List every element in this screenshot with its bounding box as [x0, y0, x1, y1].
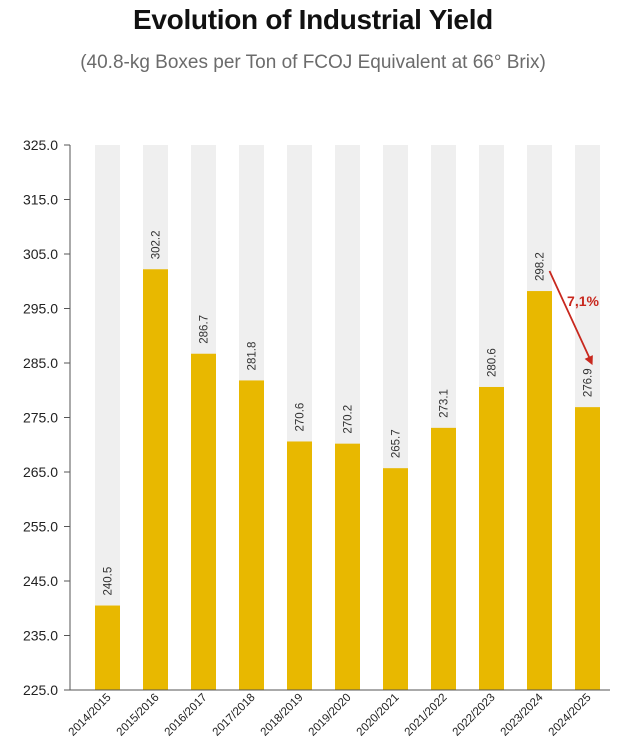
- y-tick-label-2: 245.0: [23, 573, 58, 589]
- data-label-8: 280.6: [487, 348, 499, 377]
- data-label-9: 298.2: [535, 252, 547, 281]
- data-label-3: 281.8: [247, 342, 259, 371]
- y-tick-label-5: 275.0: [23, 410, 58, 426]
- x-tick-label-2: 2016/2017: [163, 692, 210, 739]
- y-tick-label-10: 325.0: [23, 137, 58, 153]
- y-tick-label-6: 285.0: [23, 355, 58, 371]
- bar-2: [191, 353, 216, 690]
- y-tick-label-1: 235.0: [23, 628, 58, 644]
- y-tick-label-3: 255.0: [23, 519, 58, 535]
- x-tick-label-9: 2023/2024: [499, 691, 546, 738]
- y-tick-label-7: 295.0: [23, 301, 58, 317]
- data-label-1: 302.2: [151, 230, 163, 259]
- x-tick-label-8: 2022/2023: [451, 692, 498, 739]
- bar-0: [95, 605, 120, 690]
- x-tick-label-4: 2018/2019: [259, 692, 306, 739]
- annotation-arrow-line: [548, 270, 592, 361]
- data-label-6: 265.7: [391, 429, 403, 458]
- bar-1: [143, 269, 168, 690]
- bar-5: [335, 443, 360, 690]
- x-tick-label-5: 2019/2020: [307, 692, 354, 739]
- data-label-4: 270.6: [295, 403, 307, 432]
- x-tick-label-0: 2014/2015: [67, 692, 114, 739]
- bar-background-0: [95, 145, 120, 690]
- data-label-2: 286.7: [199, 315, 211, 344]
- x-tick-label-10: 2024/2025: [547, 692, 594, 739]
- x-tick-label-7: 2021/2022: [403, 692, 450, 739]
- x-tick-label-3: 2017/2018: [211, 692, 258, 739]
- bar-9: [527, 291, 552, 690]
- bar-3: [239, 380, 264, 690]
- x-tick-label-6: 2020/2021: [355, 692, 402, 739]
- x-tick-label-1: 2015/2016: [115, 692, 162, 739]
- data-label-0: 240.5: [103, 567, 115, 596]
- data-label-7: 273.1: [439, 389, 451, 418]
- y-tick-label-0: 225.0: [23, 682, 58, 698]
- chart-subtitle: (40.8-kg Boxes per Ton of FCOJ Equivalen…: [80, 52, 546, 73]
- annotation-label: 7,1%: [567, 293, 599, 309]
- data-label-10: 276.9: [583, 368, 595, 397]
- bar-8: [479, 386, 504, 690]
- bar-10: [575, 407, 600, 690]
- chart-title: Evolution of Industrial Yield: [133, 4, 493, 35]
- bar-4: [287, 441, 312, 690]
- data-label-5: 270.2: [343, 405, 355, 434]
- bar-7: [431, 427, 456, 690]
- annotation-arrow-head: [584, 355, 593, 366]
- bar-6: [383, 468, 408, 690]
- y-tick-label-8: 305.0: [23, 246, 58, 262]
- y-tick-label-4: 265.0: [23, 464, 58, 480]
- y-tick-label-9: 315.0: [23, 192, 58, 208]
